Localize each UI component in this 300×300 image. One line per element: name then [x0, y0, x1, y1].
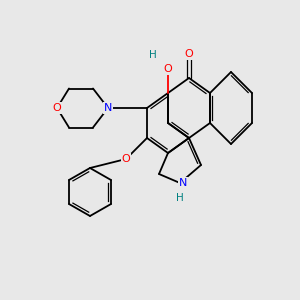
Text: N: N [179, 178, 187, 188]
Text: N: N [104, 103, 112, 113]
Text: H: H [176, 193, 184, 203]
Text: H: H [149, 50, 157, 61]
Text: O: O [52, 103, 62, 113]
Text: O: O [122, 154, 130, 164]
Text: O: O [164, 64, 172, 74]
Text: O: O [184, 49, 194, 59]
